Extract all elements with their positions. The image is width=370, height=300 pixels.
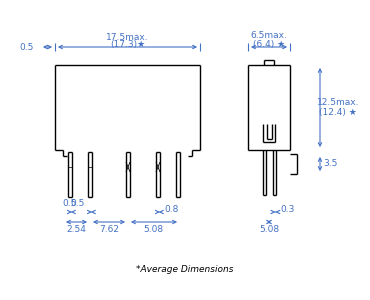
Text: 3.5: 3.5 [323, 160, 337, 169]
Text: 7.62: 7.62 [99, 226, 119, 235]
Text: 17.5max.: 17.5max. [106, 34, 149, 43]
Text: (12.4) ★: (12.4) ★ [319, 108, 357, 117]
Text: 5.08: 5.08 [259, 226, 279, 235]
Text: 0.5: 0.5 [63, 200, 77, 208]
Text: *Average Dimensions: *Average Dimensions [136, 266, 234, 274]
Text: 2.54: 2.54 [67, 226, 87, 235]
Text: 6.5max.: 6.5max. [250, 32, 287, 40]
Text: 5.08: 5.08 [143, 226, 163, 235]
Text: 0.5: 0.5 [20, 43, 34, 52]
Text: (6.4) ★: (6.4) ★ [253, 40, 285, 49]
Text: 0.8: 0.8 [165, 206, 179, 214]
Text: (17.3)★: (17.3)★ [110, 40, 145, 50]
Text: 0.3: 0.3 [281, 206, 295, 214]
Text: 0.5: 0.5 [71, 200, 85, 208]
Text: 12.5max.: 12.5max. [317, 98, 359, 107]
